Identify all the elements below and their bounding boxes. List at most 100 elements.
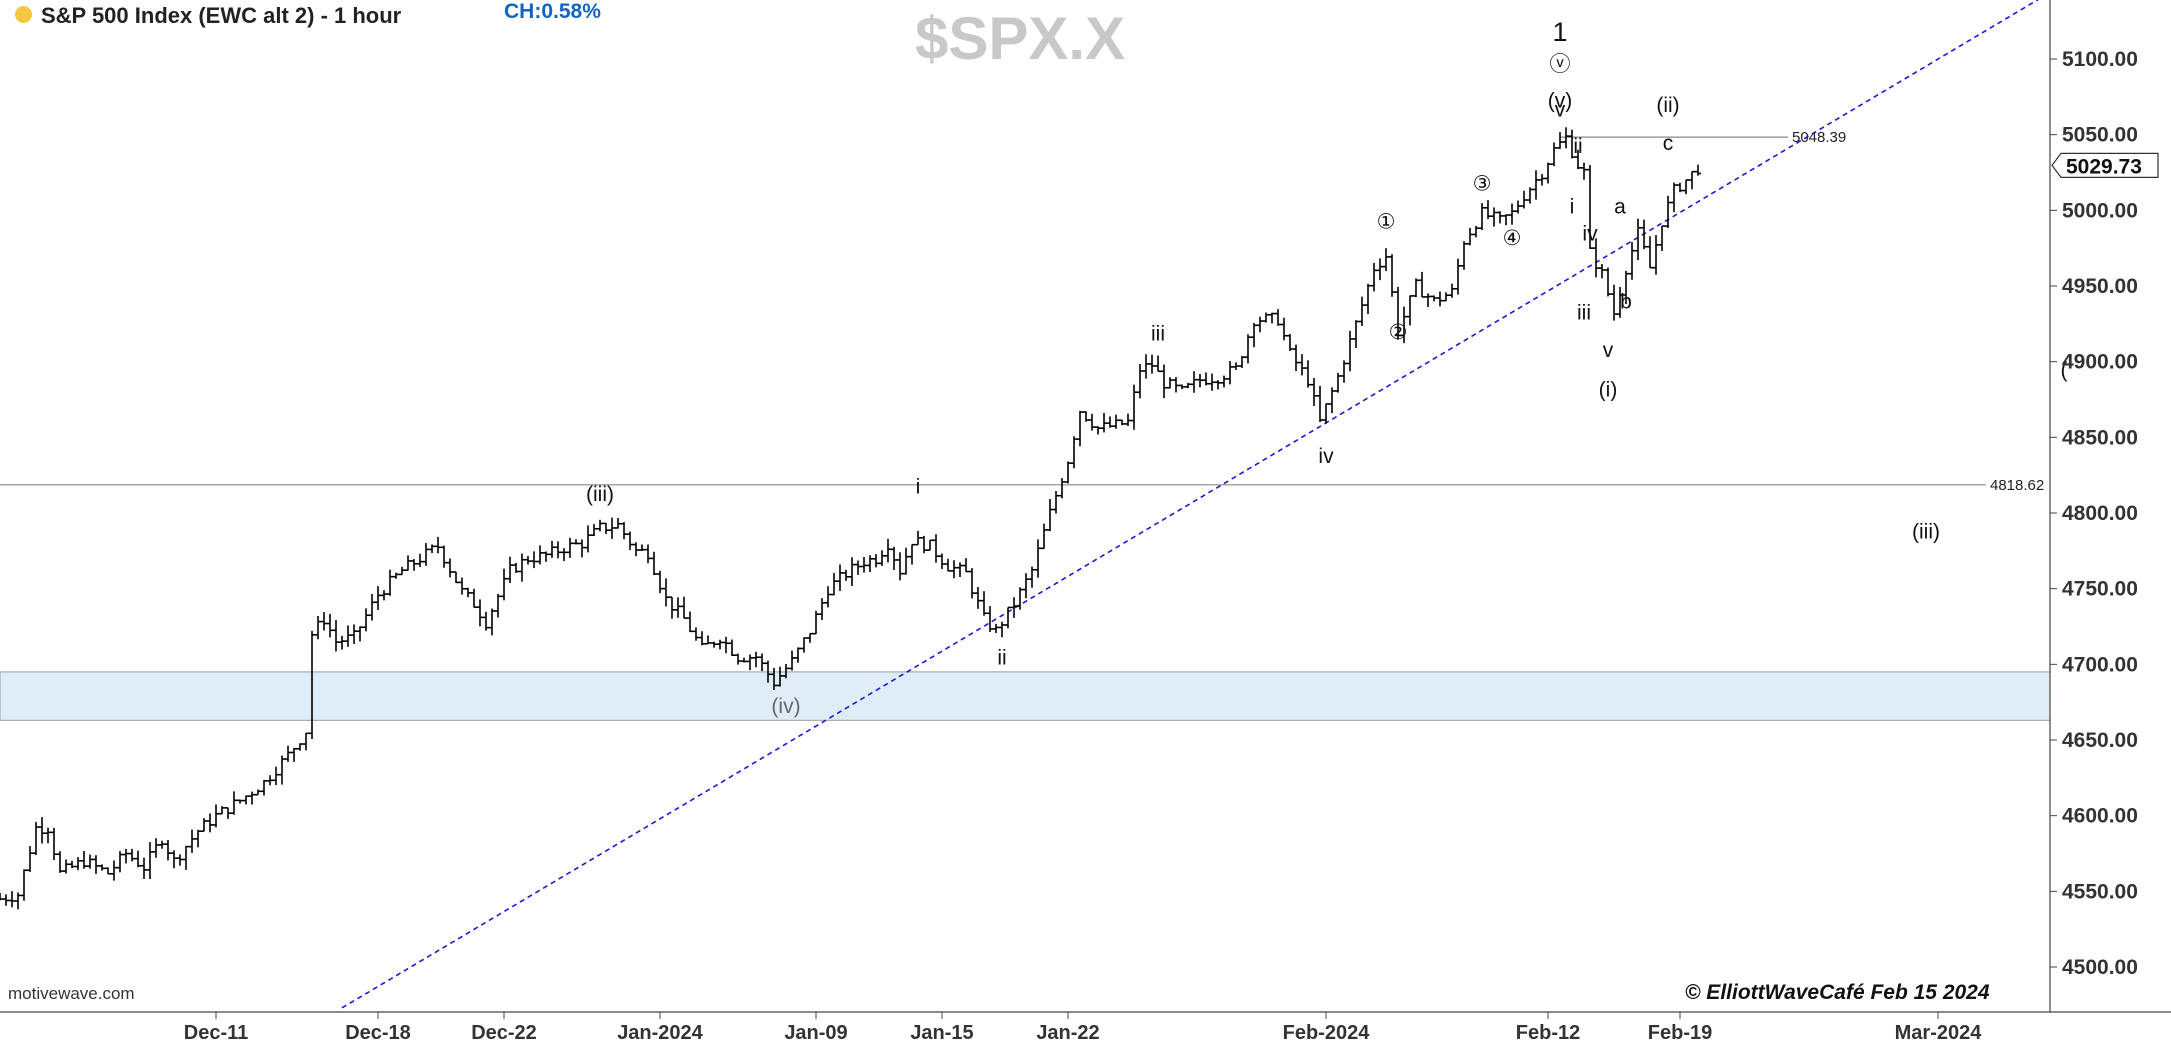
ohlc-bar[interactable]	[1587, 165, 1593, 249]
ohlc-bar[interactable]	[717, 639, 723, 650]
ohlc-bar[interactable]	[1569, 129, 1575, 159]
ohlc-bar[interactable]	[1551, 142, 1557, 167]
ohlc-bar[interactable]	[1347, 330, 1353, 372]
ohlc-bar[interactable]	[1413, 278, 1419, 298]
ohlc-bar[interactable]	[1635, 218, 1641, 261]
ohlc-bar[interactable]	[981, 591, 987, 616]
ohlc-bar[interactable]	[735, 653, 741, 665]
ohlc-bar[interactable]	[1191, 371, 1197, 393]
ohlc-bar[interactable]	[237, 799, 243, 804]
ohlc-bar[interactable]	[765, 660, 771, 683]
ohlc-bar[interactable]	[1161, 364, 1167, 399]
ohlc-bar[interactable]	[699, 631, 705, 646]
ohlc-bar[interactable]	[183, 845, 189, 870]
ohlc-bar[interactable]	[1401, 306, 1407, 344]
ohlc-bar[interactable]	[519, 553, 525, 582]
ohlc-bar[interactable]	[903, 547, 909, 575]
ohlc-bar[interactable]	[693, 627, 699, 641]
ohlc-bar[interactable]	[105, 867, 111, 875]
ohlc-bar[interactable]	[1143, 354, 1149, 379]
ohlc-bar[interactable]	[891, 546, 897, 570]
ohlc-bar[interactable]	[39, 817, 45, 844]
ohlc-bar[interactable]	[1227, 361, 1233, 385]
ohlc-bar[interactable]	[1317, 385, 1323, 423]
ohlc-bar[interactable]	[1221, 375, 1227, 388]
ohlc-bar[interactable]	[1137, 364, 1143, 399]
ohlc-bar[interactable]	[63, 859, 69, 874]
ohlc-bar[interactable]	[381, 590, 387, 601]
ohlc-bar[interactable]	[1419, 271, 1425, 298]
ohlc-bar[interactable]	[285, 745, 291, 762]
ohlc-bar[interactable]	[207, 813, 213, 833]
ohlc-bar[interactable]	[1329, 387, 1335, 414]
ohlc-bar[interactable]	[1107, 416, 1113, 428]
ohlc-bar[interactable]	[375, 586, 381, 610]
ohlc-bar[interactable]	[1443, 292, 1449, 302]
ohlc-bar[interactable]	[969, 568, 975, 599]
ohlc-bar[interactable]	[651, 551, 657, 576]
ohlc-bar[interactable]	[801, 637, 807, 653]
ohlc-bar[interactable]	[303, 732, 309, 751]
ohlc-bar[interactable]	[1437, 291, 1443, 307]
ohlc-bar[interactable]	[807, 632, 813, 643]
ohlc-bar[interactable]	[849, 557, 855, 587]
ohlc-bar[interactable]	[873, 554, 879, 568]
ohlc-bar[interactable]	[663, 578, 669, 607]
ohlc-bar[interactable]	[867, 555, 873, 573]
ohlc-bar[interactable]	[963, 558, 969, 573]
ohlc-bar[interactable]	[897, 552, 903, 581]
ohlc-bar[interactable]	[1077, 410, 1083, 447]
ohlc-bar[interactable]	[1599, 264, 1605, 279]
ohlc-bar[interactable]	[429, 544, 435, 554]
ohlc-bar[interactable]	[1245, 334, 1251, 364]
ohlc-bar[interactable]	[1239, 355, 1245, 368]
ohlc-bar[interactable]	[627, 531, 633, 551]
ohlc-bar[interactable]	[1623, 270, 1629, 305]
ohlc-bar[interactable]	[93, 855, 99, 874]
ohlc-bar[interactable]	[1311, 377, 1317, 407]
ohlc-bar[interactable]	[1581, 162, 1587, 180]
ohlc-bar[interactable]	[1095, 426, 1101, 435]
ohlc-bar[interactable]	[645, 544, 651, 564]
ohlc-bar[interactable]	[795, 647, 801, 663]
ohlc-bar[interactable]	[1257, 316, 1263, 333]
ohlc-bar[interactable]	[633, 542, 639, 557]
ohlc-bar[interactable]	[921, 535, 927, 554]
ohlc-bar[interactable]	[909, 543, 915, 565]
ohlc-bar[interactable]	[135, 850, 141, 868]
ohlc-bar[interactable]	[483, 611, 489, 631]
ohlc-bar[interactable]	[1173, 377, 1179, 393]
ohlc-bar[interactable]	[129, 848, 135, 862]
ohlc-bar[interactable]	[819, 598, 825, 621]
ohlc-bar[interactable]	[1689, 170, 1695, 190]
ohlc-bar[interactable]	[525, 555, 531, 565]
ohlc-bar[interactable]	[1431, 295, 1437, 302]
ohlc-bar[interactable]	[369, 593, 375, 621]
ohlc-bar[interactable]	[1215, 380, 1221, 390]
ohlc-bar[interactable]	[687, 611, 693, 633]
ohlc-bar[interactable]	[1041, 523, 1047, 550]
ohlc-bar[interactable]	[615, 517, 621, 529]
ohlc-bar[interactable]	[111, 860, 117, 881]
ohlc-bar[interactable]	[1521, 190, 1527, 209]
ohlc-bar[interactable]	[1659, 225, 1665, 251]
ohlc-bar[interactable]	[1503, 214, 1509, 226]
ohlc-bar[interactable]	[75, 857, 81, 871]
ohlc-bar[interactable]	[1059, 478, 1065, 499]
ohlc-bar[interactable]	[1263, 312, 1269, 323]
ohlc-bar[interactable]	[711, 641, 717, 648]
ohlc-bar[interactable]	[1575, 149, 1581, 170]
ohlc-bar[interactable]	[1665, 195, 1671, 229]
ohlc-bar[interactable]	[1149, 354, 1155, 374]
ohlc-bar[interactable]	[1593, 238, 1599, 278]
ohlc-bar[interactable]	[1683, 179, 1689, 195]
ohlc-bar[interactable]	[783, 663, 789, 679]
ohlc-bar[interactable]	[585, 525, 591, 553]
ohlc-bar[interactable]	[1113, 414, 1119, 429]
ohlc-bar[interactable]	[159, 840, 165, 849]
ohlc-bar[interactable]	[453, 571, 459, 584]
ohlc-bar[interactable]	[489, 608, 495, 636]
ohlc-bar[interactable]	[1251, 322, 1257, 348]
ohlc-bar[interactable]	[1203, 372, 1209, 386]
